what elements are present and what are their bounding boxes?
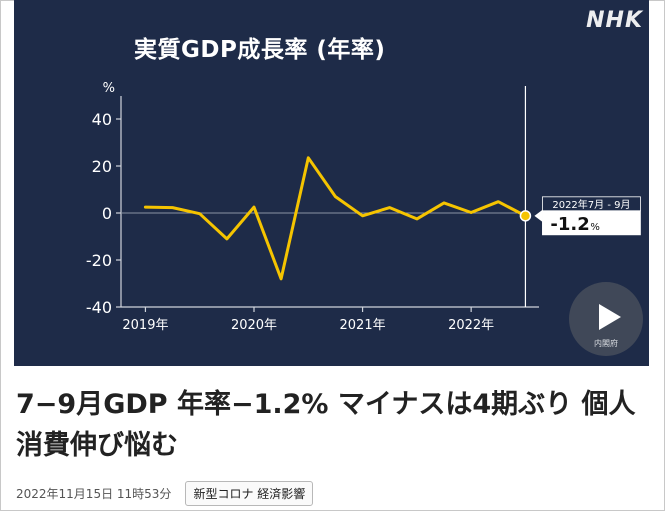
x-tick-label: 2019年 xyxy=(122,318,168,333)
y-tick-label: -40 xyxy=(86,298,112,317)
x-tick-label: 2021年 xyxy=(340,318,386,333)
x-tick-label: 2022年 xyxy=(448,318,494,333)
y-tick-label: 0 xyxy=(102,204,112,223)
topic-tag[interactable]: 新型コロナ 経済影響 xyxy=(185,480,314,506)
annotation-unit: % xyxy=(590,222,600,233)
article-headline[interactable]: 7−9月GDP 年率−1.2% マイナスは4期ぶり 個人消費伸び悩む xyxy=(16,389,636,461)
y-tick-label: 20 xyxy=(92,157,112,176)
play-button[interactable]: 内閣府 xyxy=(569,282,643,356)
gdp-chart: % 40 20 0 -20 -40 2019年 2020年 2021年 2022年 2022年7月 … xyxy=(86,81,641,333)
y-tick-label: 40 xyxy=(92,110,112,129)
y-tick-label: -20 xyxy=(86,251,112,270)
play-icon xyxy=(599,304,621,330)
latest-point xyxy=(519,210,532,222)
annotation-value: -1.2 xyxy=(550,214,589,235)
chart-title: 実質GDP成長率 (年率) xyxy=(134,37,386,63)
series-line xyxy=(143,156,527,281)
annotation-pointer xyxy=(534,209,543,222)
y-unit-label: % xyxy=(103,81,115,96)
x-tick-label: 2020年 xyxy=(231,318,277,333)
annotation-body xyxy=(542,210,641,236)
nhk-logo: NHK xyxy=(586,8,643,33)
source-label: 内閣府 xyxy=(594,339,618,348)
chart-image[interactable]: % 40 20 0 -20 -40 2019年 2020年 2021年 2022年 2022年7月 … xyxy=(14,0,649,366)
annotation-period: 2022年7月 - 9月 xyxy=(552,198,630,211)
publish-date: 2022年11月15日 11時53分 xyxy=(16,486,172,501)
article-meta: 2022年11月15日 11時53分 新型コロナ 経済影響 xyxy=(16,480,314,506)
